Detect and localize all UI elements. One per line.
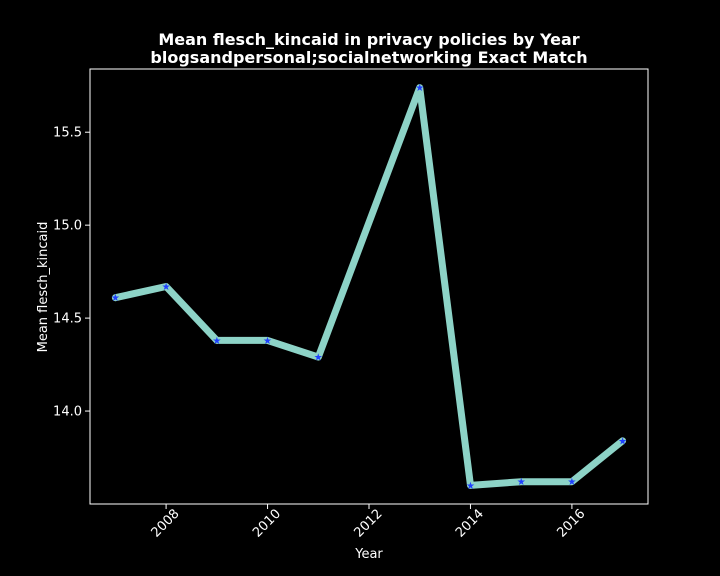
data-point-marker: ★ [314, 353, 323, 364]
x-tick-label: 2008 [149, 507, 183, 541]
data-point-marker: ★ [567, 477, 576, 488]
chart-subtitle: blogsandpersonal;socialnetworking Exact … [150, 48, 587, 67]
data-point-marker: ★ [466, 481, 475, 492]
data-point-marker: ★ [162, 282, 171, 293]
x-tick-label: 2012 [352, 507, 386, 541]
data-point-marker: ★ [517, 477, 526, 488]
y-axis-label: Mean flesch_kincaid [36, 222, 51, 353]
x-tick-label: 2016 [554, 507, 588, 541]
data-point-marker: ★ [618, 436, 627, 447]
x-tick-label: 2014 [453, 507, 487, 541]
y-axis: 14.0 14.5 15.0 15.5 [53, 126, 90, 420]
data-point-marker: ★ [263, 336, 272, 347]
data-markers: ★ ★ ★ ★ ★ ★ ★ ★ ★ ★ [111, 83, 627, 492]
x-tick-label: 2010 [250, 507, 284, 541]
data-point-marker: ★ [415, 83, 424, 94]
x-axis-label: Year [354, 547, 383, 562]
data-point-marker: ★ [212, 336, 221, 347]
y-tick-label: 15.5 [53, 126, 82, 141]
chart-title: Mean flesch_kincaid in privacy policies … [158, 30, 579, 49]
data-point-marker: ★ [111, 293, 120, 304]
plot-frame [89, 68, 649, 505]
x-axis: 2008 2010 2012 2014 2016 [149, 504, 588, 541]
y-tick-label: 14.5 [53, 312, 82, 327]
series-line [111, 84, 627, 489]
y-tick-label: 15.0 [53, 219, 82, 234]
y-tick-label: 14.0 [53, 405, 82, 420]
